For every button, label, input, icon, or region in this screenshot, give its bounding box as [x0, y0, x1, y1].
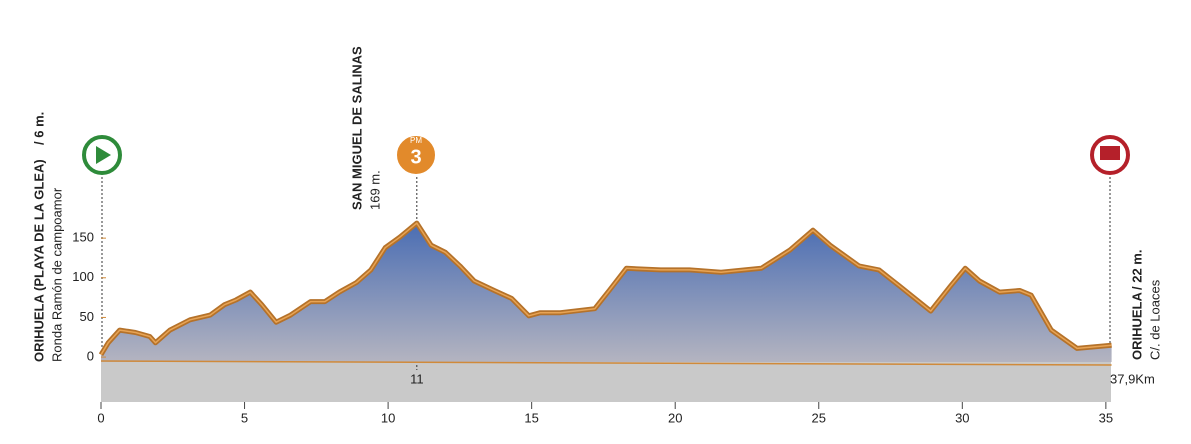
baseline [100, 360, 1112, 366]
x-tick-label: 5 [241, 410, 248, 425]
summit-elevation: 169 m. [367, 170, 382, 210]
y-tick-label: 100 [72, 269, 94, 284]
badge-category: 3 [410, 146, 421, 168]
y-tick-label: 50 [80, 309, 94, 324]
summit-name: SAN MIGUEL DE SALINAS [349, 46, 364, 210]
start-arrow [96, 146, 111, 164]
x-tick-label: 20 [668, 410, 682, 425]
finish-name: ORIHUELA [1129, 292, 1144, 361]
start-elevation: / 6 m. [31, 112, 46, 145]
finish-flag [1100, 146, 1120, 160]
elevation-highlight [100, 222, 1112, 356]
summit-km: 11 [410, 371, 424, 386]
x-tick-label: 35 [1099, 410, 1113, 425]
x-tick-label: 15 [524, 410, 538, 425]
start-name: ORIHUELA (PLAYA DE LA GLEA) [31, 159, 46, 362]
badge-label: PM [410, 136, 422, 145]
y-tick-label: 150 [72, 230, 94, 245]
x-tick-label: 0 [97, 410, 104, 425]
finish-street: C/. de Loaces [1147, 279, 1162, 360]
x-tick-label: 30 [955, 410, 969, 425]
summit-badge [395, 134, 437, 176]
elevation-area [101, 223, 1112, 362]
ground-band [101, 362, 1111, 402]
y-tick-label: 0 [87, 349, 94, 364]
finish-elevation: / 22 m. [1129, 250, 1144, 290]
x-tick-label: 25 [812, 410, 826, 425]
x-tick-label: 10 [381, 410, 395, 425]
start-street: Ronda Ramón de campoamor [49, 187, 64, 362]
finish-distance: 37,9Km [1110, 371, 1155, 386]
